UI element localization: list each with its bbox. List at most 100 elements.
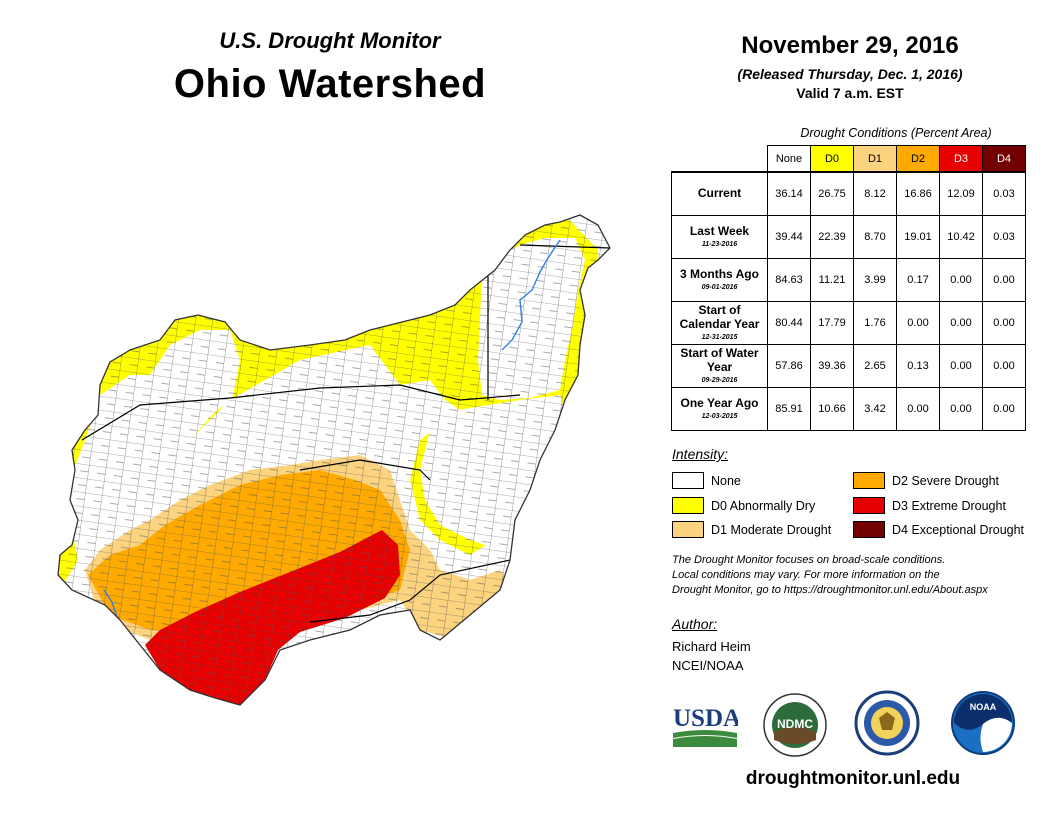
- header-corner: [672, 146, 768, 173]
- note-line: Drought Monitor, go to https://droughtmo…: [672, 584, 988, 596]
- header-d1: D1: [853, 145, 897, 173]
- legend-swatch: [853, 497, 885, 514]
- cell-d4: 0.03: [982, 215, 1026, 259]
- header-none: None: [767, 145, 811, 173]
- cell-none: 36.14: [767, 171, 811, 216]
- author-org: NCEI/NOAA: [672, 658, 744, 673]
- row-date: 12-31-2015: [701, 333, 738, 341]
- author-title: Author:: [672, 616, 718, 632]
- legend-item-d3: D3 Extreme Drought: [853, 497, 1006, 514]
- legend-item-d1: D1 Moderate Drought: [672, 521, 831, 538]
- cell-none: 80.44: [767, 301, 811, 345]
- row-label: 3 Months Ago 09-01-2016: [671, 258, 768, 302]
- header-d3: D3: [939, 145, 983, 173]
- cell-d1: 8.12: [853, 171, 897, 216]
- cell-d4: 0.00: [982, 387, 1026, 431]
- cell-d4: 0.00: [982, 344, 1026, 388]
- cell-d4: 0.00: [982, 301, 1026, 345]
- table-header-row: None D0 D1 D2 D3 D4: [672, 145, 1026, 173]
- drought-conditions-table: None D0 D1 D2 D3 D4 Current 36.14 26.75 …: [671, 145, 1026, 431]
- cell-none: 57.86: [767, 344, 811, 388]
- cell-d2: 0.00: [896, 301, 940, 345]
- cell-d0: 11.21: [810, 258, 854, 302]
- cell-d1: 8.70: [853, 215, 897, 259]
- footer-url[interactable]: droughtmonitor.unl.edu: [745, 768, 961, 789]
- cell-d0: 17.79: [810, 301, 854, 345]
- map-date: November 29, 2016: [741, 32, 959, 59]
- cell-d1: 3.42: [853, 387, 897, 431]
- table-caption: Drought Conditions (Percent Area): [800, 126, 992, 140]
- cell-d0: 10.66: [810, 387, 854, 431]
- legend-swatch: [672, 497, 704, 514]
- row-date: 09-01-2016: [701, 283, 738, 291]
- legend-item-d0: D0 Abnormally Dry: [672, 497, 815, 514]
- author-name: Richard Heim: [672, 639, 751, 654]
- usda-logo-field: [673, 736, 737, 747]
- legend-item-none: None: [672, 472, 741, 489]
- cell-d3: 0.00: [939, 387, 983, 431]
- table-row-water-year: Start of Water Year 09-29-2016 57.86 39.3…: [671, 344, 1026, 388]
- legend-item-d2: D2 Severe Drought: [853, 472, 999, 489]
- header-d4: D4: [982, 145, 1026, 173]
- date-header: November 29, 2016 (Released Thursday, De…: [690, 32, 1010, 101]
- row-label-text: Last Week: [689, 224, 750, 239]
- legend-swatch: [853, 521, 885, 538]
- usda-logo: USDA: [673, 705, 738, 747]
- cell-d2: 0.13: [896, 344, 940, 388]
- row-label-text: Start of Calendar Year: [679, 303, 760, 331]
- cell-d2: 19.01: [896, 215, 940, 259]
- state-boundaries: [81, 244, 610, 623]
- ndmc-logo-text: NDMC: [777, 717, 813, 731]
- cell-none: 84.63: [767, 258, 811, 302]
- legend-label: D2 Severe Drought: [892, 473, 1000, 488]
- cell-d2: 16.86: [896, 171, 940, 216]
- row-label: Last Week 11-23-2016: [671, 215, 768, 259]
- noaa-logo-text: NOAA: [970, 702, 997, 712]
- legend-label: None: [711, 473, 741, 488]
- noaa-logo: NOAA: [951, 691, 1015, 755]
- row-date: 09-29-2016: [701, 376, 738, 384]
- cell-d4: 0.00: [982, 258, 1026, 302]
- row-label: One Year Ago 12-03-2015: [671, 387, 768, 431]
- table-row-one-year-ago: One Year Ago 12-03-2015 85.91 10.66 3.42 …: [671, 387, 1026, 431]
- row-label-text: Current: [697, 186, 742, 201]
- table-row-3-months-ago: 3 Months Ago 09-01-2016 84.63 11.21 3.99 …: [671, 258, 1026, 302]
- header-d2: D2: [896, 145, 940, 173]
- map-subtitle: U.S. Drought Monitor: [219, 28, 441, 53]
- table-row-calendar-year: Start of Calendar Year 12-31-2015 80.44 1…: [671, 301, 1026, 345]
- row-label-text: Start of Water Year: [680, 346, 759, 374]
- row-label-text: 3 Months Ago: [680, 267, 759, 282]
- cell-d2: 0.00: [896, 387, 940, 431]
- cell-d3: 0.00: [939, 258, 983, 302]
- cell-d1: 3.99: [853, 258, 897, 302]
- watershed-map: [57, 214, 611, 706]
- cell-d3: 12.09: [939, 171, 983, 216]
- valid-time: Valid 7 a.m. EST: [796, 85, 904, 101]
- cell-d1: 1.76: [853, 301, 897, 345]
- row-label-text: One Year Ago: [680, 396, 759, 411]
- cell-d0: 26.75: [810, 171, 854, 216]
- map-title: Ohio Watershed: [173, 62, 487, 106]
- row-date: 12-03-2015: [701, 412, 738, 420]
- commerce-seal-logo: [854, 690, 920, 756]
- usda-logo-field: [673, 730, 737, 738]
- usda-logo-text: USDA: [673, 705, 738, 732]
- map-header: U.S. Drought Monitor Ohio Watershed: [150, 28, 510, 107]
- legend-label: D1 Moderate Drought: [711, 522, 832, 537]
- legend-swatch: [672, 521, 704, 538]
- release-date: (Released Thursday, Dec. 1, 2016): [737, 66, 963, 82]
- table-row-last-week: Last Week 11-23-2016 39.44 22.39 8.70 19.…: [671, 215, 1026, 259]
- ndmc-logo: NDMC: [763, 693, 827, 757]
- legend-swatch: [672, 472, 704, 489]
- row-date: 11-23-2016: [701, 240, 738, 248]
- legend-label: D3 Extreme Drought: [892, 498, 1006, 513]
- legend-label: D4 Exceptional Drought: [892, 522, 1025, 537]
- legend-item-d4: D4 Exceptional Drought: [853, 521, 1024, 538]
- header-d0: D0: [810, 145, 854, 173]
- cell-d1: 2.65: [853, 344, 897, 388]
- note-line: The Drought Monitor focuses on broad-sca…: [672, 554, 946, 566]
- cell-d3: 0.00: [939, 344, 983, 388]
- author-block: Richard Heim NCEI/NOAA: [672, 637, 751, 675]
- disclaimer-note: The Drought Monitor focuses on broad-sca…: [672, 553, 1042, 598]
- cell-d4: 0.03: [982, 171, 1026, 216]
